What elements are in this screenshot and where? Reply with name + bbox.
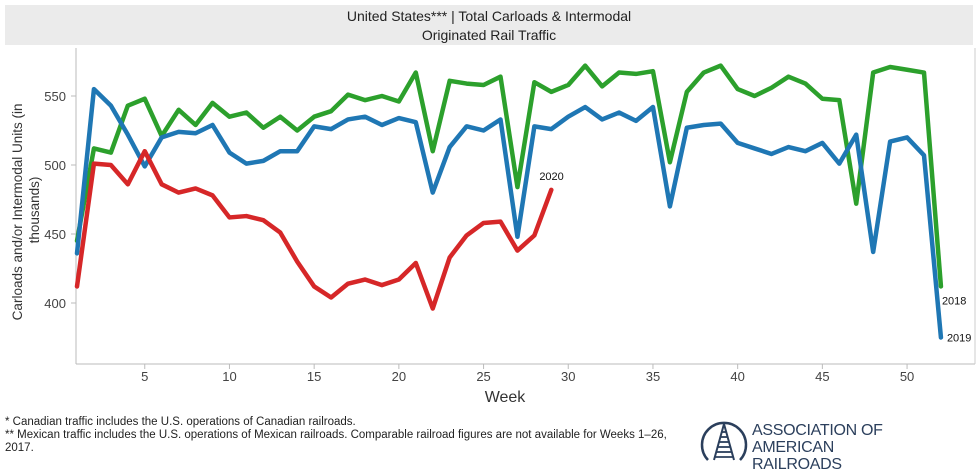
aar-logo: ASSOCIATION OF AMERICAN RAILROADS	[700, 416, 920, 473]
footnotes: * Canadian traffic includes the U.S. ope…	[5, 416, 695, 455]
x-tick-label: 10	[222, 369, 236, 384]
series-line-2019	[74, 86, 944, 340]
y-axis-label-line2: thousands)	[27, 177, 42, 244]
chart-header: United States*** | Total Carloads & Inte…	[5, 5, 973, 45]
series-label-2020: 2020	[539, 171, 563, 183]
logo-text: ASSOCIATION OF AMERICAN RAILROADS	[752, 422, 920, 473]
railroad-track-icon	[700, 421, 748, 461]
footnote-canadian: * Canadian traffic includes the U.S. ope…	[5, 416, 356, 428]
x-tick-label: 50	[900, 369, 914, 384]
y-tick-label: 500	[44, 158, 66, 173]
x-tick-label: 30	[561, 369, 575, 384]
x-tick-label: 45	[815, 369, 829, 384]
series-label-2018: 2018	[942, 295, 966, 307]
series-line-2018	[74, 63, 944, 289]
x-tick-label: 15	[307, 369, 321, 384]
y-tick-label: 450	[44, 227, 66, 242]
x-tick-label: 25	[476, 369, 490, 384]
series-label-2019: 2019	[947, 333, 971, 345]
x-tick-label: 35	[646, 369, 660, 384]
footnote-mexican: ** Mexican traffic includes the U.S. ope…	[5, 429, 667, 454]
y-tick-label: 550	[44, 89, 66, 104]
series-line-2020	[74, 148, 554, 311]
x-axis-label: Week	[485, 389, 527, 406]
chart-subtitle: Originated Rail Traffic	[421, 27, 557, 43]
logo-line1: ASSOCIATION OF	[752, 422, 883, 439]
y-tick-label: 400	[44, 296, 66, 311]
y-axis-label: Carloads and/or Intermodal Units (in tho…	[10, 100, 42, 321]
x-tick-label: 5	[141, 369, 148, 384]
x-tick-label: 40	[730, 369, 744, 384]
logo-line2: AMERICAN RAILROADS	[752, 439, 842, 473]
chart-title: United States*** | Total Carloads & Inte…	[346, 8, 632, 24]
x-tick-label: 20	[392, 369, 406, 384]
y-axis-label-line1: Carloads and/or Intermodal Units (in	[10, 103, 25, 320]
